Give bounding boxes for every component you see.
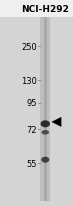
Text: 55: 55 [27, 159, 37, 168]
Text: 130: 130 [21, 76, 37, 85]
Ellipse shape [41, 157, 49, 163]
Polygon shape [51, 117, 61, 127]
Text: 72: 72 [26, 125, 37, 134]
Bar [44, 18, 47, 201]
Bar [0, 0, 73, 18]
Bar [40, 18, 50, 201]
Text: 250: 250 [21, 43, 37, 52]
Ellipse shape [41, 130, 49, 135]
Text: 95: 95 [27, 99, 37, 108]
Ellipse shape [41, 121, 50, 128]
Text: NCI-H292: NCI-H292 [21, 6, 69, 14]
